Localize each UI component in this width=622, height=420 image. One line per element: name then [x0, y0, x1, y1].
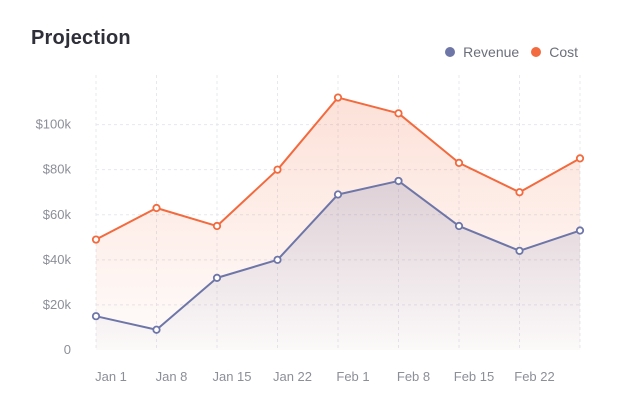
- x-tick-label: Jan 1: [95, 369, 127, 384]
- y-tick-label: 0: [64, 342, 71, 357]
- y-tick-label: $20k: [43, 297, 72, 312]
- y-tick-label: $40k: [43, 252, 72, 267]
- data-point-cost: [394, 109, 403, 118]
- data-point-revenue: [454, 221, 464, 231]
- y-tick-label: $80k: [43, 162, 72, 177]
- data-point-revenue: [515, 246, 524, 255]
- x-tick-label: Feb 8: [397, 369, 430, 384]
- data-point-revenue: [394, 176, 403, 186]
- chart-title: Projection: [31, 27, 131, 49]
- x-tick-label: Feb 1: [336, 369, 369, 384]
- data-point-revenue: [152, 325, 161, 334]
- data-point-revenue: [575, 226, 585, 235]
- chart-legend: Revenue Cost: [445, 44, 578, 60]
- data-point-revenue: [333, 190, 343, 199]
- data-point-cost: [515, 188, 524, 197]
- data-point-revenue: [273, 255, 282, 264]
- x-tick-label: Feb 22: [514, 369, 554, 384]
- data-point-cost: [212, 221, 222, 231]
- x-tick-label: Jan 22: [273, 369, 312, 384]
- area-revenue: [96, 180, 580, 350]
- y-tick-label: $60k: [43, 207, 72, 222]
- data-point-revenue: [212, 273, 222, 282]
- x-tick-label: Jan 8: [156, 369, 188, 384]
- data-point-cost: [333, 93, 343, 102]
- data-point-cost: [152, 203, 161, 213]
- y-tick-label: $100k: [36, 117, 72, 132]
- legend-item-cost[interactable]: Cost: [531, 44, 578, 60]
- legend-label-revenue: Revenue: [463, 44, 520, 60]
- data-point-revenue: [91, 312, 101, 321]
- legend-dot-revenue: [445, 47, 456, 57]
- data-point-cost: [273, 165, 282, 174]
- legend-dot-cost: [531, 47, 542, 57]
- legend-label-cost: Cost: [549, 44, 578, 60]
- x-tick-label: Feb 15: [454, 369, 494, 384]
- legend-item-revenue[interactable]: Revenue: [445, 44, 519, 60]
- data-point-cost: [575, 154, 585, 163]
- data-point-cost: [454, 158, 464, 168]
- x-tick-label: Jan 15: [212, 369, 251, 384]
- data-point-cost: [91, 235, 101, 244]
